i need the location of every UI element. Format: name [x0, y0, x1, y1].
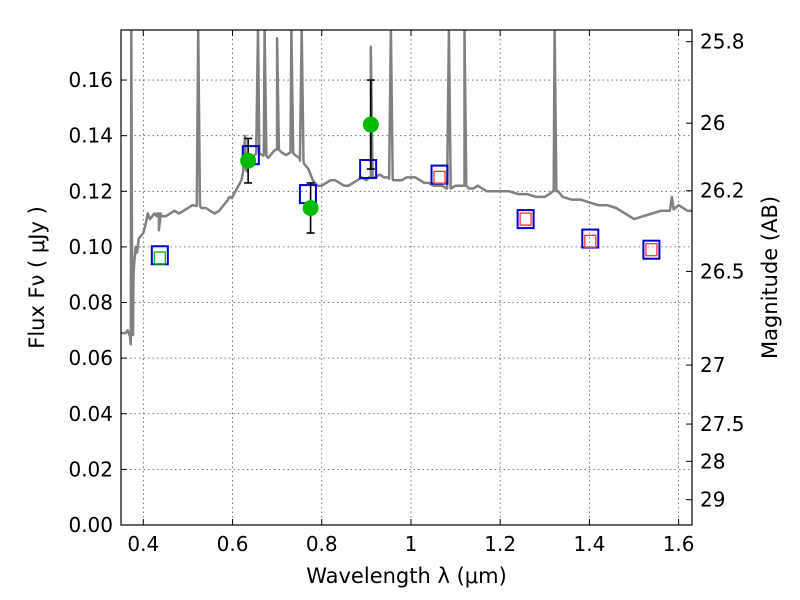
model-spectrum [121, 30, 692, 346]
y-tick-label: 0.16 [68, 68, 113, 92]
model-square-blue [642, 239, 661, 260]
y-tick-label: 0.10 [68, 235, 113, 259]
model-square-blue [359, 159, 378, 180]
right-tick-label: 26 [700, 111, 725, 135]
x-tick-label: 0.6 [217, 532, 249, 556]
y-tick-label: 0.14 [68, 124, 113, 148]
right-axis-label: Magnitude (AB) [758, 196, 782, 359]
y-tick-label: 0.06 [68, 346, 113, 370]
model-square-blue [516, 209, 535, 230]
y-tick-label: 0.04 [68, 402, 113, 426]
axis-ticks: 0.4 0.6 0.8 1 1.2 1.4 1.6 0.00 0.02 0.04 0.06 0.08 0… [68, 30, 744, 556]
right-tick-label: 29 [700, 488, 725, 512]
observed-point [302, 199, 319, 216]
model-square-red [645, 243, 658, 257]
y-tick-label: 0.00 [68, 513, 113, 537]
right-tick-label: 25.8 [700, 30, 745, 54]
observed-point [362, 116, 379, 133]
plot-frame [120, 29, 693, 526]
right-tick-label: 26.2 [700, 179, 745, 203]
model-square-red [519, 212, 532, 226]
y-tick-label: 0.12 [68, 179, 113, 203]
x-tick-label: 1.2 [484, 532, 516, 556]
right-tick-label: 27 [700, 353, 725, 377]
model-square-blue [298, 184, 317, 205]
y-tick-label: 0.08 [68, 291, 113, 315]
observed-square-green [153, 251, 166, 265]
x-tick-label: 1.4 [573, 532, 605, 556]
x-tick-label: 0.4 [127, 532, 159, 556]
spectrum-line [121, 30, 692, 346]
x-tick-label: 0.8 [306, 532, 338, 556]
model-square-red [433, 170, 446, 185]
x-tick-label: 1.6 [663, 532, 695, 556]
x-axis-label: Wavelength λ (μm) [306, 564, 507, 588]
right-tick-label: 26.5 [700, 259, 745, 283]
y-tick-label: 0.02 [68, 457, 113, 481]
grid-lines [121, 30, 692, 525]
x-tick-label: 1 [405, 532, 418, 556]
photometry-points [150, 79, 661, 266]
model-square-red [584, 234, 597, 248]
observed-point [240, 152, 257, 169]
right-tick-label: 27.5 [700, 412, 745, 436]
y-axis-label: Flux Fν ( μJy ) [25, 206, 49, 349]
right-tick-label: 28 [700, 449, 725, 473]
